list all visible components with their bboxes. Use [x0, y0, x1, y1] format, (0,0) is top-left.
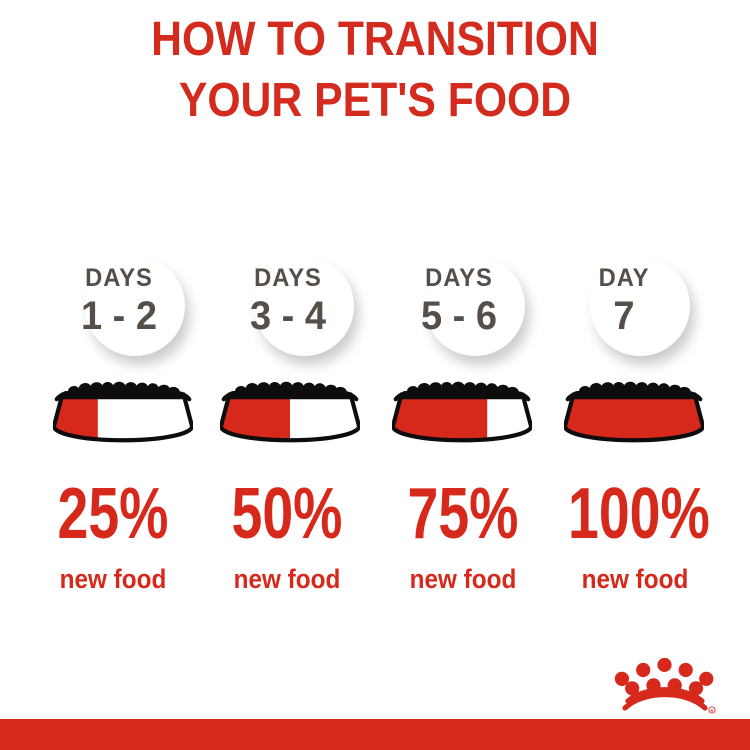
svg-text:R: R: [711, 708, 714, 713]
